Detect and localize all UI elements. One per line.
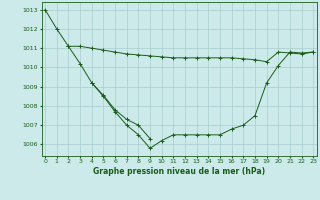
X-axis label: Graphe pression niveau de la mer (hPa): Graphe pression niveau de la mer (hPa) [93, 167, 265, 176]
